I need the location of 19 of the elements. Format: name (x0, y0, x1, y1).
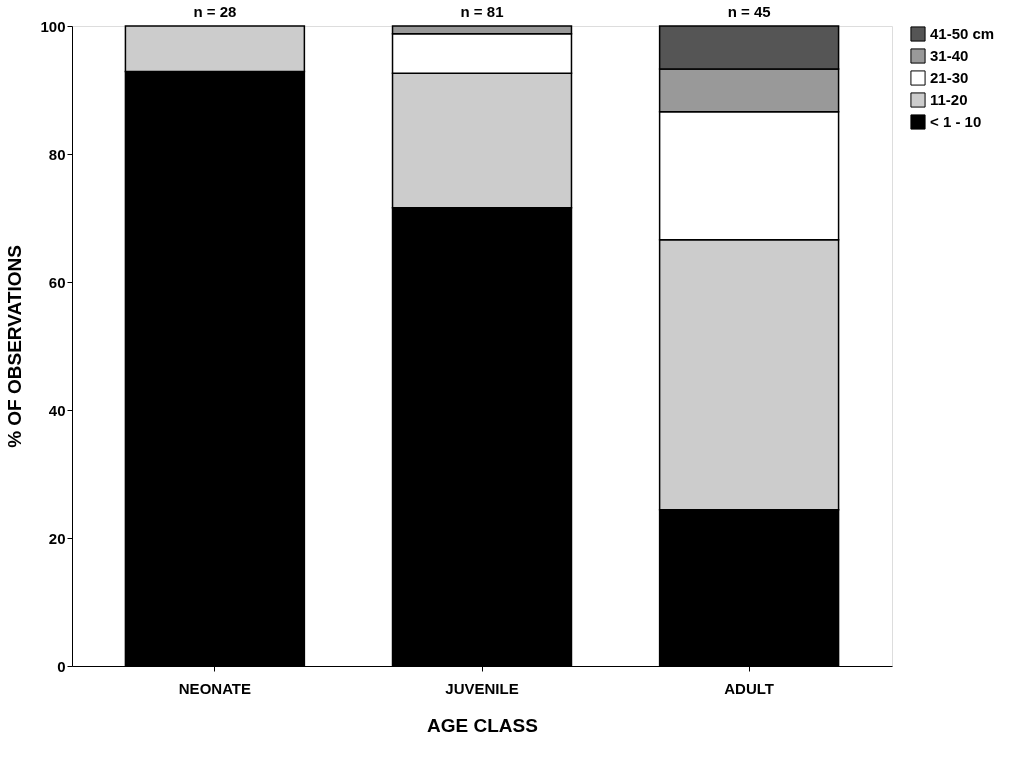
x-axis-title: AGE CLASS (427, 714, 538, 736)
annotation: n = 81 (460, 3, 504, 20)
annotation: n = 28 (193, 3, 237, 20)
x-tick-label: NEONATE (178, 679, 252, 697)
y-tick-label: 80 (48, 145, 66, 163)
y-tick-label: 60 (48, 273, 66, 291)
annotation: n = 45 (727, 3, 771, 20)
x-tick-label: ADULT (724, 679, 774, 697)
legend-label: 41-50 cm (930, 25, 995, 42)
y-axis-title: % OF OBSERVATIONS (4, 245, 26, 448)
y-tick-label: 40 (48, 401, 66, 419)
y-tick-label: 0 (57, 657, 66, 675)
legend-label: 21-30 (930, 69, 969, 86)
x-tick-label: JUVENILE (445, 679, 519, 697)
legend-label: 31-40 (930, 47, 969, 64)
y-tick-label: 20 (48, 529, 66, 547)
y-tick-label: 100 (40, 17, 66, 35)
legend-label: < 1 - 10 (930, 113, 982, 130)
legend-label: 11-20 (930, 91, 968, 108)
